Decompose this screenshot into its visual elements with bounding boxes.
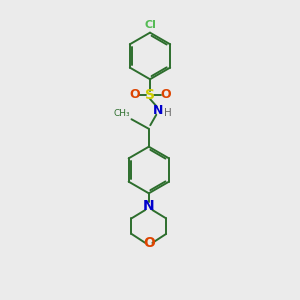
Text: Cl: Cl xyxy=(144,20,156,30)
Text: N: N xyxy=(153,104,164,117)
Text: H: H xyxy=(164,108,172,118)
Text: S: S xyxy=(145,88,155,102)
Text: N: N xyxy=(143,199,154,213)
Text: CH₃: CH₃ xyxy=(113,109,130,118)
Text: O: O xyxy=(129,88,140,101)
Text: O: O xyxy=(143,236,155,250)
Text: O: O xyxy=(160,88,171,101)
